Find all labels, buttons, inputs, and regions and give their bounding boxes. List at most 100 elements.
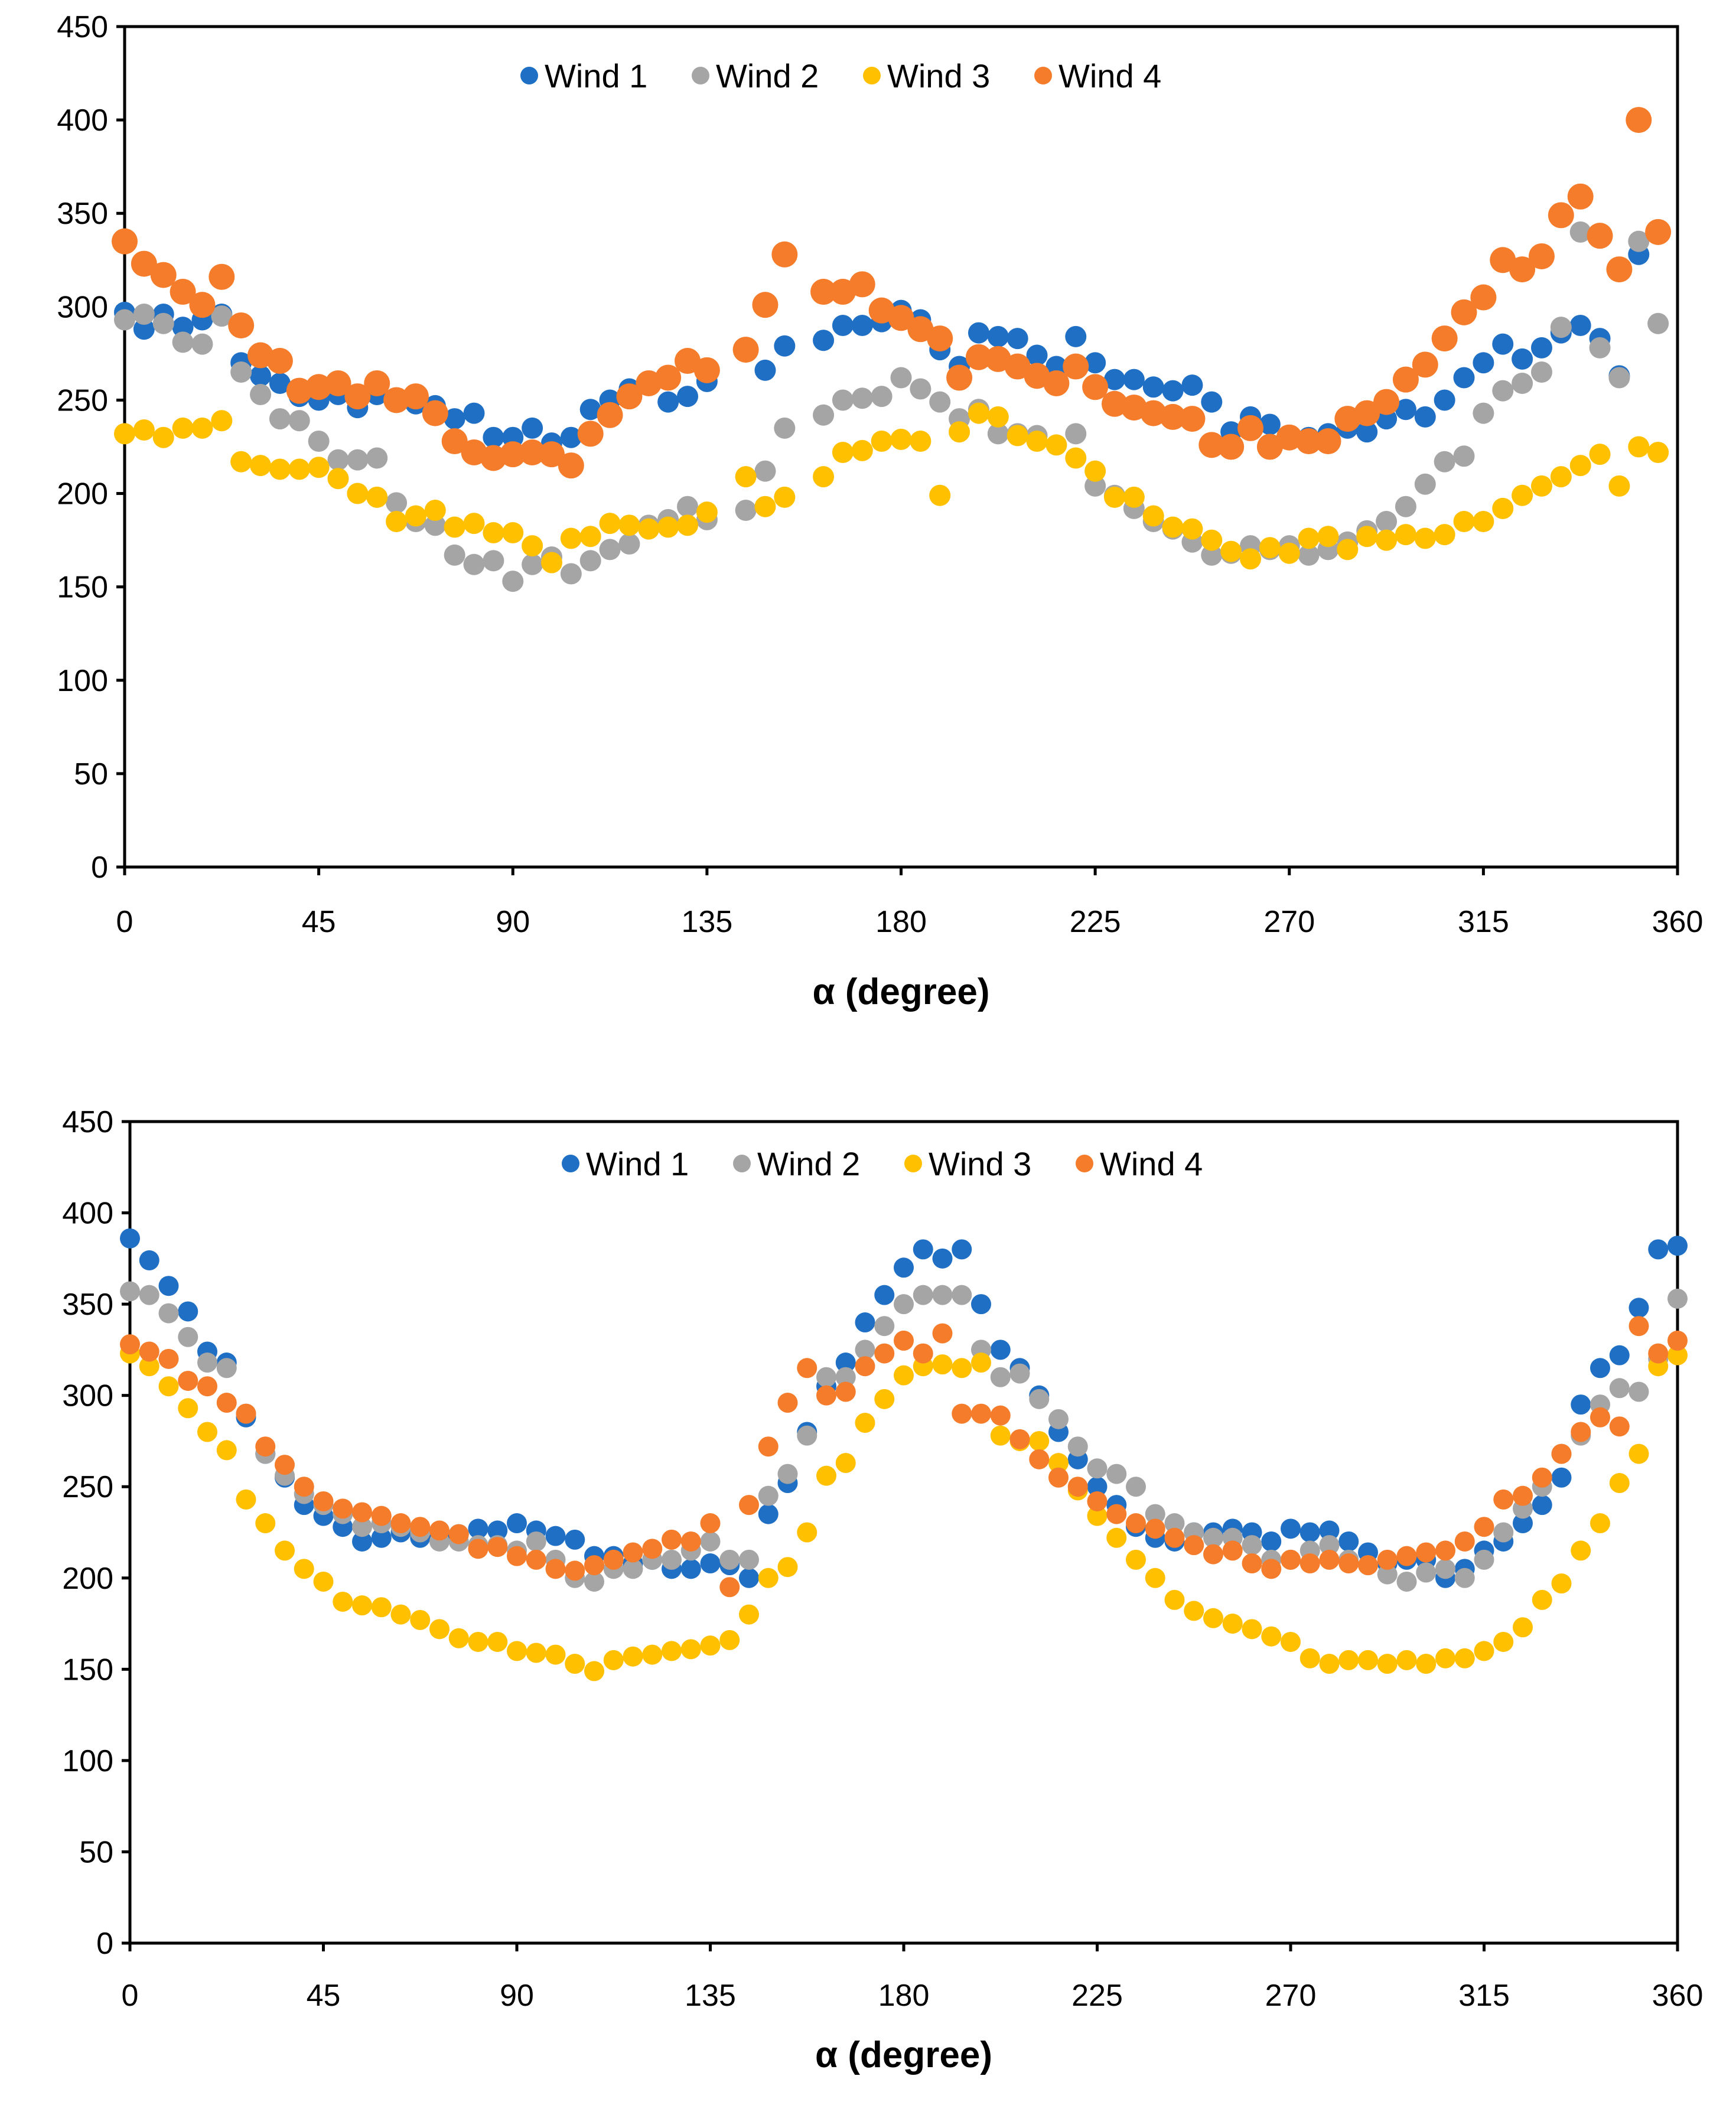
data-point xyxy=(236,1489,256,1510)
data-point xyxy=(133,318,155,340)
data-point xyxy=(871,431,893,452)
data-point xyxy=(1609,1378,1630,1399)
data-point xyxy=(1492,497,1514,519)
data-point xyxy=(732,337,759,363)
data-point xyxy=(560,527,582,549)
data-point xyxy=(968,402,989,424)
data-point xyxy=(1004,353,1031,380)
data-point xyxy=(623,1542,643,1563)
data-point xyxy=(894,1257,914,1278)
data-point xyxy=(1645,219,1672,245)
data-point xyxy=(558,452,584,479)
data-point xyxy=(1063,353,1089,380)
data-point xyxy=(1026,431,1048,452)
x-axis-title: α (degree) xyxy=(813,972,990,1012)
data-point xyxy=(1493,1631,1514,1652)
data-point xyxy=(294,1477,314,1497)
data-point xyxy=(502,571,524,592)
data-point xyxy=(1395,399,1416,421)
data-point xyxy=(1007,425,1028,447)
data-point xyxy=(444,516,465,538)
data-point xyxy=(158,1348,179,1369)
data-point xyxy=(662,1641,682,1661)
data-point xyxy=(1569,314,1591,336)
data-point xyxy=(1082,374,1109,400)
data-point xyxy=(139,1341,159,1362)
data-point xyxy=(739,1495,759,1516)
data-point xyxy=(1009,1363,1030,1384)
data-point xyxy=(211,410,233,432)
data-point xyxy=(313,1491,334,1511)
data-point xyxy=(1513,1513,1533,1534)
data-point xyxy=(1145,1518,1165,1539)
data-point xyxy=(1084,352,1106,374)
data-point xyxy=(405,505,426,527)
data-point xyxy=(1667,1330,1688,1351)
data-point xyxy=(1571,1540,1591,1561)
y-tick-label: 50 xyxy=(74,757,108,791)
data-point xyxy=(1299,1522,1320,1543)
y-tick-label: 250 xyxy=(62,1470,113,1504)
data-point xyxy=(913,1343,933,1364)
legend-label: Wind 2 xyxy=(757,1145,860,1182)
y-tick-label: 200 xyxy=(57,477,108,511)
data-point xyxy=(487,1520,508,1541)
data-point xyxy=(519,439,546,465)
data-point xyxy=(965,344,992,370)
data-point xyxy=(1009,1429,1030,1449)
data-point xyxy=(1319,1535,1340,1556)
data-point xyxy=(308,431,330,452)
data-point xyxy=(526,1643,546,1663)
data-point xyxy=(1395,524,1416,546)
data-point xyxy=(952,1403,972,1424)
data-point xyxy=(1201,544,1223,566)
data-point xyxy=(1338,1531,1359,1552)
data-point xyxy=(1528,243,1555,269)
data-point xyxy=(990,1405,1011,1426)
data-point xyxy=(1470,284,1497,311)
data-point xyxy=(422,400,448,426)
data-point xyxy=(1571,1394,1591,1415)
data-point xyxy=(1142,376,1164,398)
data-point xyxy=(832,441,854,463)
data-point xyxy=(1571,1422,1591,1442)
data-point xyxy=(1007,328,1028,350)
chart-2: 0 50 100 150 200 250 300 350 400 450 0 45 90 135 180 22… xyxy=(62,1105,1703,2075)
data-point xyxy=(294,1559,314,1579)
data-point xyxy=(851,314,873,336)
data-point xyxy=(1628,1443,1649,1464)
data-point xyxy=(754,496,776,517)
data-point xyxy=(545,1526,566,1546)
series-wind-1 xyxy=(114,243,1650,454)
data-point xyxy=(170,279,196,305)
data-point xyxy=(1067,1436,1088,1457)
data-point xyxy=(120,1334,140,1355)
data-point xyxy=(816,1385,836,1406)
y-tick-label: 0 xyxy=(91,850,108,885)
x-tick-label: 90 xyxy=(500,1979,534,2013)
data-point xyxy=(1431,325,1458,352)
data-point xyxy=(1237,415,1264,441)
data-point xyxy=(1376,510,1398,532)
data-point xyxy=(752,292,779,318)
data-point xyxy=(1317,526,1339,548)
data-point xyxy=(680,1531,701,1552)
data-point xyxy=(1453,367,1475,389)
x-tick-label: 270 xyxy=(1263,905,1315,939)
data-point xyxy=(1609,1473,1630,1494)
data-point xyxy=(487,1537,508,1557)
data-point xyxy=(777,1464,798,1484)
data-point xyxy=(971,1403,991,1424)
legend-marker xyxy=(733,1155,751,1172)
data-point xyxy=(680,1639,701,1660)
y-tick-label: 250 xyxy=(57,383,108,418)
data-point xyxy=(990,1367,1011,1387)
data-point xyxy=(577,421,604,447)
data-point xyxy=(1628,230,1650,252)
data-point xyxy=(849,271,875,298)
data-point xyxy=(1667,1288,1688,1309)
data-point xyxy=(642,1644,663,1665)
data-point xyxy=(1416,1654,1437,1674)
data-point xyxy=(197,1353,217,1373)
data-point xyxy=(429,1619,450,1640)
